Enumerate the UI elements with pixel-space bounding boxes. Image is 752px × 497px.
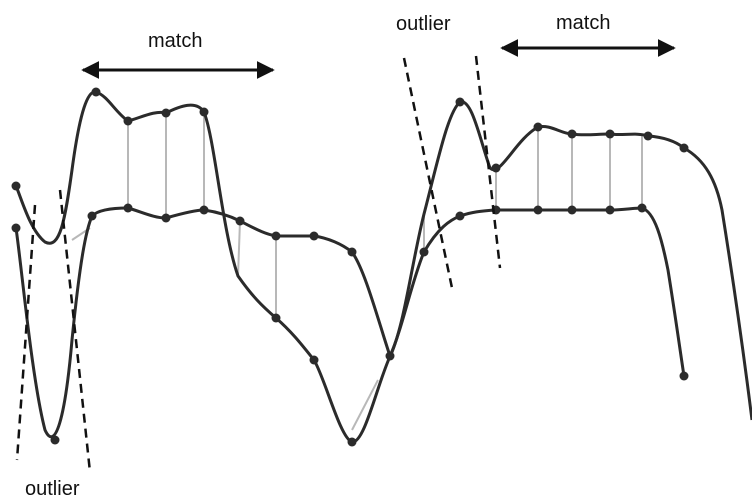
data-point (11, 223, 21, 233)
data-point (235, 216, 245, 226)
series-b-curve (14, 206, 686, 439)
data-point (679, 143, 689, 153)
data-point (637, 203, 647, 213)
data-point (605, 205, 615, 215)
data-point (567, 205, 577, 215)
data-point (161, 108, 171, 118)
data-point (11, 181, 21, 191)
data-point (271, 231, 281, 241)
data-point (161, 213, 171, 223)
outlier-bottom-label: outlier (25, 478, 80, 497)
match-left-label: match (148, 30, 203, 52)
data-point (271, 313, 281, 323)
outlier-top-label: outlier (396, 13, 451, 35)
data-point (87, 211, 97, 221)
data-point (491, 163, 501, 173)
match-right-label: match (556, 12, 611, 34)
data-point (643, 131, 653, 141)
alignment-link (351, 379, 379, 431)
data-point (123, 203, 133, 213)
outlier-left-boundary-2 (58, 189, 92, 473)
data-point (385, 351, 395, 361)
data-point (533, 122, 543, 132)
outlier-right-boundary-1 (402, 57, 454, 289)
data-point (91, 87, 101, 97)
alignment-link (237, 220, 241, 277)
data-point (605, 129, 615, 139)
data-point (309, 355, 319, 365)
series-a-curve (14, 90, 752, 444)
alignment-links (71, 112, 643, 431)
data-point (347, 437, 357, 447)
data-point (567, 129, 577, 139)
data-point (533, 205, 543, 215)
data-point (309, 231, 319, 241)
data-point (455, 211, 465, 221)
outlier-boundaries (15, 55, 502, 473)
data-point (679, 371, 689, 381)
data-point (199, 205, 209, 215)
data-point (199, 107, 209, 117)
data-point (455, 97, 465, 107)
data-point (123, 116, 133, 126)
data-points (11, 87, 689, 447)
outlier-left-boundary-1 (15, 204, 37, 461)
data-point (50, 435, 60, 445)
outlier-right-boundary-2 (474, 55, 502, 269)
data-point (347, 247, 357, 257)
data-point (419, 247, 429, 257)
